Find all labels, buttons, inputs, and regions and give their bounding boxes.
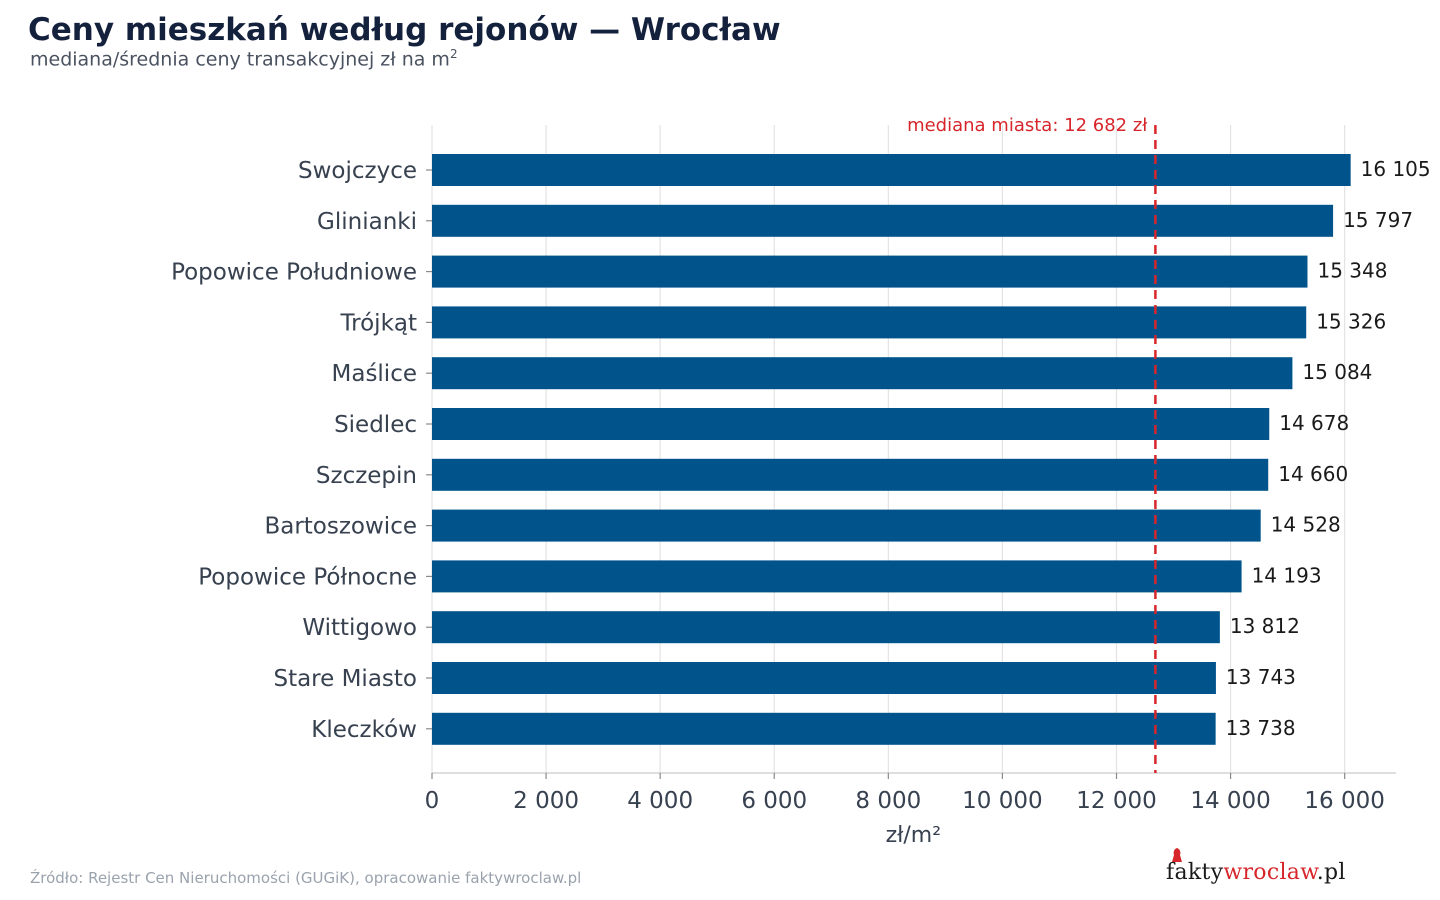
category-label-1: Glinianki bbox=[317, 209, 417, 235]
category-label-10: Stare Miasto bbox=[273, 666, 417, 692]
value-label-3: 15 326 bbox=[1316, 309, 1386, 333]
category-label-2: Popowice Południowe bbox=[171, 260, 417, 286]
x-tick-label-4: 8 000 bbox=[855, 788, 921, 814]
value-label-7: 14 528 bbox=[1271, 513, 1341, 537]
category-label-5: Siedlec bbox=[334, 412, 417, 438]
value-label-0: 16 105 bbox=[1361, 157, 1431, 181]
bar-2 bbox=[432, 255, 1308, 288]
subtitle-text: mediana/średnia ceny transakcyjnej zł na… bbox=[30, 48, 450, 71]
bar-10 bbox=[432, 662, 1216, 694]
bar-0 bbox=[432, 154, 1351, 186]
category-label-9: Wittigowo bbox=[302, 615, 417, 641]
value-label-6: 14 660 bbox=[1278, 462, 1348, 486]
subtitle-superscript: 2 bbox=[449, 47, 458, 61]
bar-11 bbox=[432, 712, 1216, 745]
value-label-5: 14 678 bbox=[1279, 411, 1349, 435]
logo-part-wroclaw: wroclaw bbox=[1223, 860, 1317, 885]
value-label-9: 13 812 bbox=[1230, 614, 1300, 638]
value-label-4: 15 084 bbox=[1302, 360, 1372, 384]
bar-8 bbox=[432, 560, 1242, 593]
value-label-10: 13 743 bbox=[1226, 665, 1296, 689]
logo-figure-icon bbox=[1172, 848, 1182, 862]
chart-title: Ceny mieszkań według rejonów — Wrocław bbox=[28, 12, 781, 48]
logo-part-domain: .pl bbox=[1316, 860, 1346, 885]
logo-part-fakty: fakty bbox=[1166, 860, 1224, 885]
x-axis-title: zł/m² bbox=[886, 823, 941, 848]
value-label-8: 14 193 bbox=[1252, 563, 1322, 587]
source-note: Źródło: Rejestr Cen Nieruchomości (GUGiK… bbox=[30, 869, 582, 887]
x-tick-label-8: 16 000 bbox=[1304, 788, 1384, 814]
x-tick-label-6: 12 000 bbox=[1076, 788, 1156, 814]
logo-text: faktywroclaw.pl bbox=[1166, 860, 1346, 885]
x-tick-label-0: 0 bbox=[425, 788, 440, 814]
category-label-11: Kleczków bbox=[311, 717, 417, 743]
value-label-11: 13 738 bbox=[1226, 716, 1296, 740]
x-tick-label-7: 14 000 bbox=[1190, 788, 1270, 814]
median-reference-label: mediana miasta: 12 682 zł bbox=[907, 115, 1148, 136]
x-tick-label-1: 2 000 bbox=[513, 788, 579, 814]
chart-subtitle: mediana/średnia ceny transakcyjnej zł na… bbox=[30, 47, 458, 70]
category-label-0: Swojczyce bbox=[298, 158, 417, 184]
category-label-4: Maślice bbox=[332, 361, 418, 387]
bar-3 bbox=[432, 306, 1307, 339]
bar-6 bbox=[432, 458, 1269, 491]
bar-7 bbox=[432, 509, 1261, 542]
x-tick-label-3: 6 000 bbox=[741, 788, 807, 814]
category-label-6: Szczepin bbox=[316, 463, 417, 489]
x-tick-label-2: 4 000 bbox=[627, 788, 693, 814]
category-label-3: Trójkąt bbox=[339, 310, 417, 336]
bar-4 bbox=[432, 357, 1293, 390]
bar-1 bbox=[432, 204, 1334, 237]
category-label-8: Popowice Północne bbox=[198, 564, 417, 590]
category-label-7: Bartoszowice bbox=[264, 514, 417, 540]
site-logo: faktywroclaw.pl bbox=[1166, 846, 1412, 892]
value-label-2: 15 348 bbox=[1317, 259, 1387, 283]
value-label-1: 15 797 bbox=[1343, 208, 1413, 232]
bar-9 bbox=[432, 611, 1220, 644]
bar-chart: 0 2 000 4 000 6 000 8 000 10 000 12 000 14 000 1… bbox=[171, 115, 1431, 848]
x-tick-label-5: 10 000 bbox=[962, 788, 1042, 814]
bar-5 bbox=[432, 408, 1270, 440]
